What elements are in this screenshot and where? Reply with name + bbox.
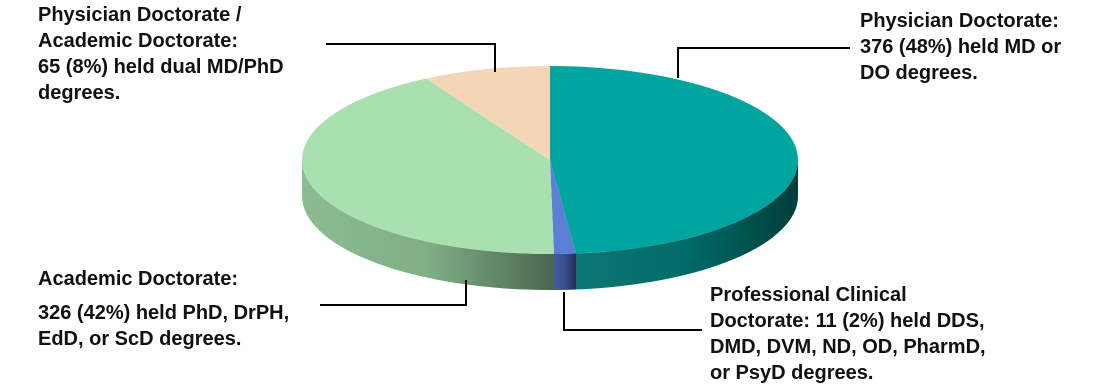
pie-slice-professional-clinical-doctorate xyxy=(550,160,576,254)
pie-slice-academic-doctorate xyxy=(302,78,555,254)
pie-tops xyxy=(302,66,798,254)
slice-label-professional-clinical: Professional Clinical Doctorate: 11 (2%)… xyxy=(710,284,986,384)
leader-line-professional-clinical xyxy=(563,292,702,331)
slice-label-physician-doctorate: Physician Doctorate: 376 (48%) held MD o… xyxy=(860,10,1062,84)
pie-side-shade-academic-doctorate xyxy=(302,160,555,290)
pie-side-shade-professional-clinical-doctorate xyxy=(554,253,576,290)
leader-line-academic-doctorate xyxy=(320,280,467,306)
pie-slice-physician-doctorate xyxy=(550,66,798,254)
pie-slice-physician-doctorate-academic-doctorate xyxy=(425,66,550,160)
leader-line-physician-doctorate xyxy=(677,47,850,78)
slice-label-dual-doctorate: Physician Doctorate / Academic Doctorate… xyxy=(38,4,284,104)
slice-label-academic-doctorate: Academic Doctorate: 326 (42%) held PhD, … xyxy=(38,268,290,350)
pie-sides xyxy=(302,160,798,290)
leader-lines xyxy=(320,43,850,331)
pie-side-shade-physician-doctorate xyxy=(575,160,798,290)
leader-line-dual-doctorate xyxy=(326,43,496,72)
